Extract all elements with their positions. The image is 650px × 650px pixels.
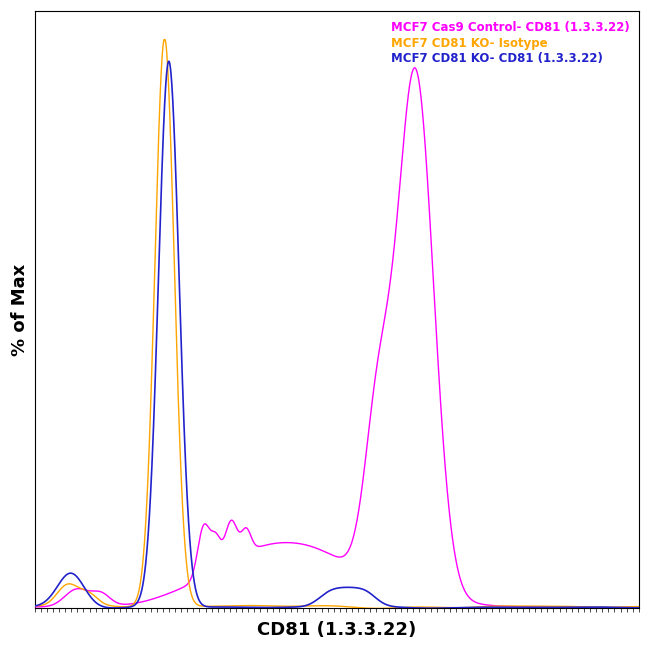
Legend: MCF7 Cas9 Control- CD81 (1.3.3.22), MCF7 CD81 KO- Isotype, MCF7 CD81 KO- CD81 (1: MCF7 Cas9 Control- CD81 (1.3.3.22), MCF7… <box>387 17 633 69</box>
Y-axis label: % of Max: % of Max <box>11 264 29 356</box>
X-axis label: CD81 (1.3.3.22): CD81 (1.3.3.22) <box>257 621 417 639</box>
